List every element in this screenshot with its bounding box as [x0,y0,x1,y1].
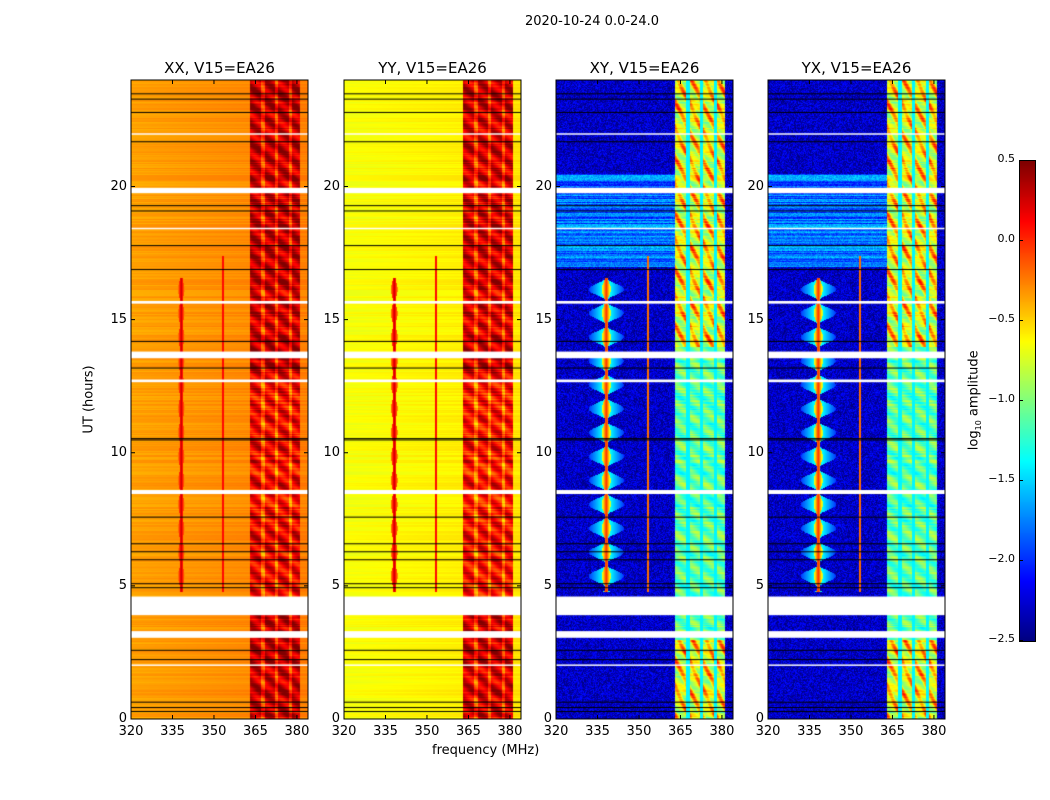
y-tick-label: 0 [331,711,340,726]
colorbar-tick-label: −2.5 [988,632,1015,645]
heatmap-panel-2 [344,80,521,719]
colorbar-tick [1019,640,1023,641]
x-tick-label: 320 [118,724,144,739]
colorbar-tick-label: −2.0 [988,552,1015,565]
y-tick-label: 5 [543,577,552,593]
colorbar-tick [1019,560,1023,561]
y-tick-label: 15 [323,311,340,327]
y-tick-label: 20 [535,178,552,194]
panel-title: YX, V15=EA26 [801,59,912,77]
x-tick-label: 380 [709,724,735,739]
x-tick-label: 335 [373,724,398,739]
colorbar-tick-label: −0.5 [988,312,1015,325]
figure-title: 2020-10-24 0.0-24.0 [525,14,659,29]
colorbar-tick [1019,320,1023,321]
y-tick-label: 15 [110,311,127,327]
heatmap-panel-3 [556,80,733,719]
colorbar-tick-label: −1.5 [988,472,1015,485]
x-tick-label: 380 [497,724,523,739]
x-tick-label: 365 [668,724,693,739]
y-tick-label: 20 [323,178,340,194]
colorbar [1019,160,1036,642]
x-tick-label: 365 [456,724,481,739]
y-tick-label: 0 [543,711,552,726]
colorbar-label-main: log [966,430,982,451]
panel-title: XY, V15=EA26 [589,59,700,77]
colorbar-tick [1019,240,1023,241]
colorbar-label-sub: 10 [974,420,984,431]
x-tick-label: 350 [414,724,440,739]
y-axis-label: UT (hours) [81,365,97,434]
colorbar-tick-label: 0.5 [997,152,1016,165]
x-tick-label: 320 [543,724,569,739]
y-tick-label: 20 [747,178,764,194]
colorbar-tick-label: 0.0 [997,232,1016,245]
x-axis-label: frequency (MHz) [432,743,540,758]
x-tick-label: 365 [880,724,905,739]
x-tick-label: 335 [585,724,610,739]
colorbar-tick-label: −1.0 [988,392,1015,405]
colorbar-label: log10 amplitude [967,350,984,450]
x-tick-label: 350 [201,724,227,739]
y-tick-label: 20 [110,178,127,194]
heatmap-panel-4 [768,80,945,719]
colorbar-label-rest: amplitude [966,350,982,421]
x-tick-label: 335 [797,724,822,739]
y-tick-label: 15 [747,311,764,327]
panel-title: YY, V15=EA26 [378,59,487,77]
panel-title: XX, V15=EA26 [164,59,275,77]
y-tick-label: 10 [323,444,340,460]
colorbar-tick [1019,400,1023,401]
x-tick-label: 320 [755,724,781,739]
colorbar-tick [1019,160,1023,161]
y-tick-label: 0 [118,711,127,726]
y-tick-label: 5 [331,577,340,593]
x-tick-label: 335 [160,724,185,739]
x-tick-label: 380 [921,724,947,739]
x-tick-label: 365 [243,724,268,739]
y-tick-label: 10 [110,444,127,460]
x-tick-label: 350 [626,724,652,739]
x-tick-label: 350 [838,724,864,739]
y-tick-label: 0 [755,711,764,726]
y-tick-label: 10 [747,444,764,460]
x-tick-label: 320 [331,724,357,739]
x-tick-label: 380 [284,724,310,739]
heatmap-panel-1 [131,80,308,719]
y-tick-label: 10 [535,444,552,460]
y-tick-label: 15 [535,311,552,327]
y-tick-label: 5 [118,577,127,593]
colorbar-tick [1019,480,1023,481]
y-tick-label: 5 [755,577,764,593]
